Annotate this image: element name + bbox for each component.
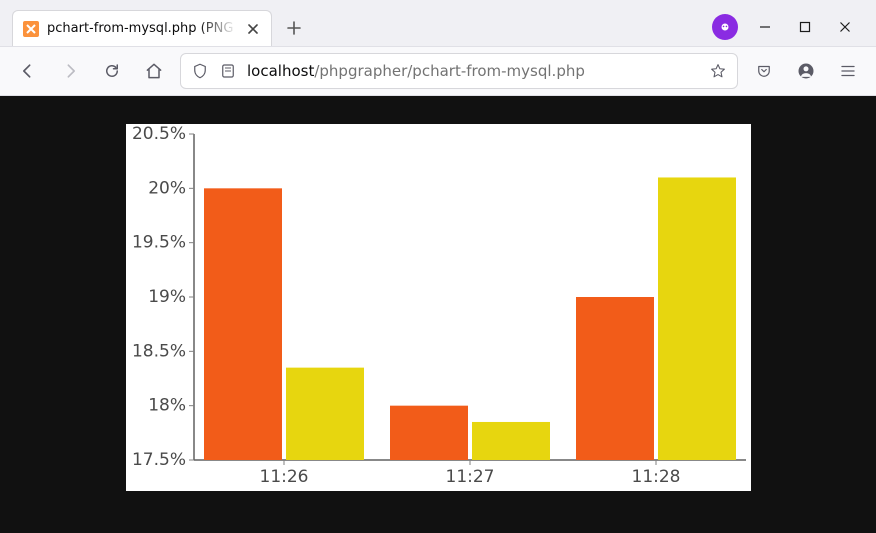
toolbar: localhost/phpgrapher/pchart-from-mysql.p… — [0, 46, 876, 96]
browser-tab[interactable]: pchart-from-mysql.php (PNG Image) — [12, 10, 272, 46]
url-path: /phpgrapher/pchart-from-mysql.php — [314, 62, 585, 80]
window-controls — [756, 18, 854, 36]
x-tick-label: 11:28 — [631, 467, 680, 487]
tab-close-icon[interactable] — [245, 21, 261, 37]
titlebar: pchart-from-mysql.php (PNG Image) — [0, 0, 876, 46]
bar — [204, 188, 282, 460]
back-button[interactable] — [12, 55, 44, 87]
bar — [576, 297, 654, 460]
y-tick-label: 19.5% — [131, 233, 185, 253]
reload-button[interactable] — [96, 55, 128, 87]
url-bar[interactable]: localhost/phpgrapher/pchart-from-mysql.p… — [180, 53, 738, 89]
page-info-icon[interactable] — [219, 62, 237, 80]
bar — [286, 368, 364, 460]
bar — [472, 422, 550, 460]
tab-title: pchart-from-mysql.php (PNG Image) — [47, 21, 237, 36]
y-tick-label: 18% — [148, 396, 186, 416]
bookmark-star-icon[interactable] — [709, 62, 727, 80]
xampp-favicon — [23, 21, 39, 37]
bar — [390, 406, 468, 460]
url-host: localhost — [247, 62, 314, 80]
forward-button[interactable] — [54, 55, 86, 87]
extension-badge-icon[interactable] — [712, 14, 738, 40]
window-minimize-button[interactable] — [756, 18, 774, 36]
home-button[interactable] — [138, 55, 170, 87]
x-tick-label: 11:27 — [445, 467, 494, 487]
app-menu-button[interactable] — [832, 55, 864, 87]
url-text: localhost/phpgrapher/pchart-from-mysql.p… — [247, 62, 699, 80]
shield-icon[interactable] — [191, 62, 209, 80]
y-tick-label: 20.5% — [131, 124, 185, 144]
page-content: 17.5% 18% 18.5% 19% 19.5% 20% 20.5% 11:26 11:27 1… — [0, 96, 876, 533]
window-close-button[interactable] — [836, 18, 854, 36]
y-tick-label: 18.5% — [131, 341, 185, 361]
bar — [658, 177, 736, 460]
account-button[interactable] — [790, 55, 822, 87]
y-tick-label: 17.5% — [131, 450, 185, 470]
window-maximize-button[interactable] — [796, 18, 814, 36]
pocket-button[interactable] — [748, 55, 780, 87]
y-tick-label: 19% — [148, 287, 186, 307]
chart-image: 17.5% 18% 18.5% 19% 19.5% 20% 20.5% 11:26 11:27 1… — [126, 124, 751, 491]
bar-chart: 17.5% 18% 18.5% 19% 19.5% 20% 20.5% 11:26 11:27 1… — [126, 124, 751, 491]
x-tick-label: 11:26 — [259, 467, 308, 487]
new-tab-button[interactable] — [278, 12, 310, 44]
y-tick-label: 20% — [148, 178, 186, 198]
